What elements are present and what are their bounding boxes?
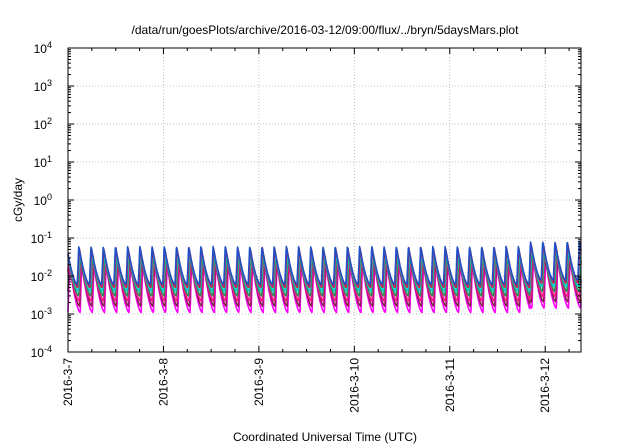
x-axis: 2016-3-7 2016-3-8 2016-3-9 2016-3-10 2016-3-… — [61, 48, 570, 413]
x-tick-label: 2016-3-7 — [61, 358, 75, 406]
y-tick-label: 10-3 — [31, 306, 52, 322]
chart-title: /data/run/goesPlots/archive/2016-03-12/0… — [132, 23, 520, 37]
x-tick-label: 2016-3-10 — [347, 358, 361, 413]
x-axis-label: Coordinated Universal Time (UTC) — [233, 430, 417, 444]
y-tick-label: 101 — [34, 154, 52, 170]
y-tick-label: 102 — [34, 116, 52, 132]
y-tick-label: 10-2 — [31, 268, 52, 284]
y-tick-label: 104 — [34, 40, 52, 56]
y-tick-label: 10-4 — [31, 344, 52, 360]
series-line — [67, 240, 582, 286]
x-tick-label: 2016-3-9 — [252, 358, 266, 406]
y-tick-label: 10-1 — [31, 230, 52, 246]
x-tick-label: 2016-3-11 — [443, 358, 457, 412]
series-line — [67, 258, 582, 314]
x-tick-label: 2016-3-12 — [538, 358, 552, 413]
y-tick-label: 100 — [34, 192, 52, 208]
x-tick-label: 2016-3-8 — [156, 358, 170, 406]
y-tick-label: 103 — [34, 78, 52, 94]
y-axis-label: cGy/day — [11, 178, 25, 222]
series-group — [67, 240, 582, 314]
y-axis: 10-4 10-3 10-2 10-1 100 101 102 103 104 — [31, 40, 581, 360]
